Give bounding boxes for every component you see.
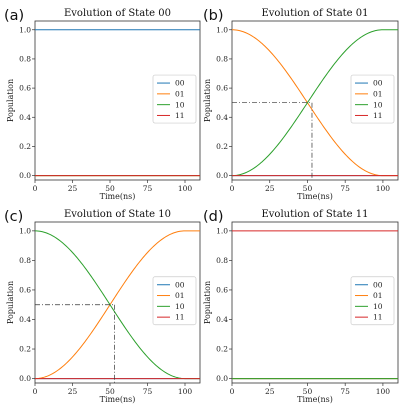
y-tick-label: 1.0	[216, 25, 228, 34]
y-tick-label: 0.2	[19, 345, 31, 354]
legend-label: 10	[175, 302, 185, 311]
x-tick-label: 75	[340, 387, 350, 396]
panel-c: (c) Evolution of State 10 0 25 50 75 100 0.0 0.2…	[4, 209, 201, 404]
y-tick-label: 0.6	[216, 286, 228, 295]
panel-d: (d) Evolution of State 11 0 25 50 75 100 0.0 0.2…	[203, 209, 399, 404]
y-tick-label: 0.4	[216, 315, 228, 324]
series-line-01	[34, 230, 200, 380]
x-tick-label: 100	[178, 387, 193, 396]
series-line-01	[231, 29, 398, 177]
chart-title: Evolution of State 10	[64, 209, 171, 220]
x-axis-label: Time(ns)	[297, 395, 333, 404]
y-tick-label: 0.6	[19, 84, 31, 93]
x-tick-label: 50	[105, 184, 115, 193]
x-tick-label: 0	[230, 184, 235, 193]
x-tick-label: 75	[143, 387, 153, 396]
y-tick-label: 0.8	[19, 256, 31, 265]
x-tick-label: 100	[376, 184, 391, 193]
chart-title: Evolution of State 11	[261, 209, 368, 220]
y-tick-label: 0.0	[19, 374, 31, 383]
y-tick-label: 0.2	[216, 142, 228, 151]
x-tick-label: 50	[303, 184, 313, 193]
x-tick-label: 75	[143, 184, 153, 193]
legend-label: 01	[175, 291, 185, 300]
legend-box	[350, 276, 395, 326]
x-tick-label: 0	[230, 387, 235, 396]
y-tick-label: 0.4	[19, 113, 31, 122]
x-tick-label: 25	[265, 184, 275, 193]
legend-label: 11	[175, 313, 185, 322]
y-axis-label: Population	[203, 79, 212, 122]
y-axis-label: Population	[6, 281, 15, 324]
chart-title: Evolution of State 01	[261, 8, 368, 19]
x-tick-label: 25	[68, 387, 78, 396]
panel-letter: (d)	[203, 209, 224, 225]
x-tick-label: 25	[68, 184, 78, 193]
y-tick-label: 0.4	[216, 113, 228, 122]
y-axis-label: Population	[203, 281, 212, 324]
legend-label: 11	[373, 313, 383, 322]
x-tick-label: 50	[303, 387, 313, 396]
y-tick-label: 0.8	[216, 256, 228, 265]
panel-letter: (a)	[4, 8, 24, 24]
x-tick-label: 25	[265, 387, 275, 396]
y-tick-label: 0.6	[19, 286, 31, 295]
y-tick-label: 0.0	[216, 374, 228, 383]
x-tick-label: 100	[178, 184, 193, 193]
legend-label: 01	[373, 89, 383, 98]
legend-label: 00	[373, 79, 383, 88]
panel-letter: (b)	[203, 8, 224, 24]
legend-label: 01	[175, 89, 185, 98]
y-tick-label: 0.2	[216, 345, 228, 354]
series-line-10	[231, 29, 398, 177]
plot-frame	[34, 20, 201, 181]
y-tick-label: 0.0	[19, 171, 31, 180]
legend-label: 00	[373, 280, 383, 289]
y-tick-label: 0.8	[216, 55, 228, 64]
y-axis-label: Population	[6, 79, 15, 122]
legend-label: 10	[373, 100, 383, 109]
legend-box	[152, 276, 197, 326]
x-tick-label: 75	[340, 184, 350, 193]
legend-label: 00	[175, 79, 185, 88]
legend-label: 11	[373, 111, 383, 120]
x-tick-label: 0	[33, 184, 38, 193]
plot-frame	[231, 221, 399, 384]
y-tick-label: 0.4	[19, 315, 31, 324]
legend: 00 01 10 11	[152, 276, 197, 326]
legend-label: 11	[175, 111, 185, 120]
plot-frame	[231, 20, 399, 181]
legend: 00 01 10 11	[350, 276, 395, 326]
x-tick-label: 0	[33, 387, 38, 396]
y-tick-label: 1.0	[19, 226, 31, 235]
series-line-10	[34, 230, 200, 380]
y-tick-label: 0.2	[19, 142, 31, 151]
y-tick-label: 1.0	[216, 226, 228, 235]
x-tick-label: 50	[105, 387, 115, 396]
panel-a: (a) Evolution of State 00 0 25 50 75 100 0.0 0.2…	[4, 8, 201, 201]
y-tick-label: 0.0	[216, 171, 228, 180]
plot-frame	[34, 221, 201, 384]
chart-title: Evolution of State 00	[64, 8, 171, 19]
panel-b: (b) Evolution of State 01 0 25 50 75 100 0.0 0.2…	[203, 8, 399, 201]
legend-box	[350, 74, 395, 124]
y-tick-label: 0.8	[19, 55, 31, 64]
x-axis-label: Time(ns)	[100, 192, 136, 201]
y-tick-label: 0.6	[216, 84, 228, 93]
x-tick-label: 100	[376, 387, 391, 396]
legend-label: 10	[373, 302, 383, 311]
legend-box	[152, 74, 197, 124]
legend-label: 00	[175, 280, 185, 289]
y-tick-label: 1.0	[19, 25, 31, 34]
legend-label: 10	[175, 100, 185, 109]
legend-label: 01	[373, 291, 383, 300]
x-axis-label: Time(ns)	[100, 395, 136, 404]
panel-letter: (c)	[4, 209, 23, 225]
x-axis-label: Time(ns)	[297, 192, 333, 201]
